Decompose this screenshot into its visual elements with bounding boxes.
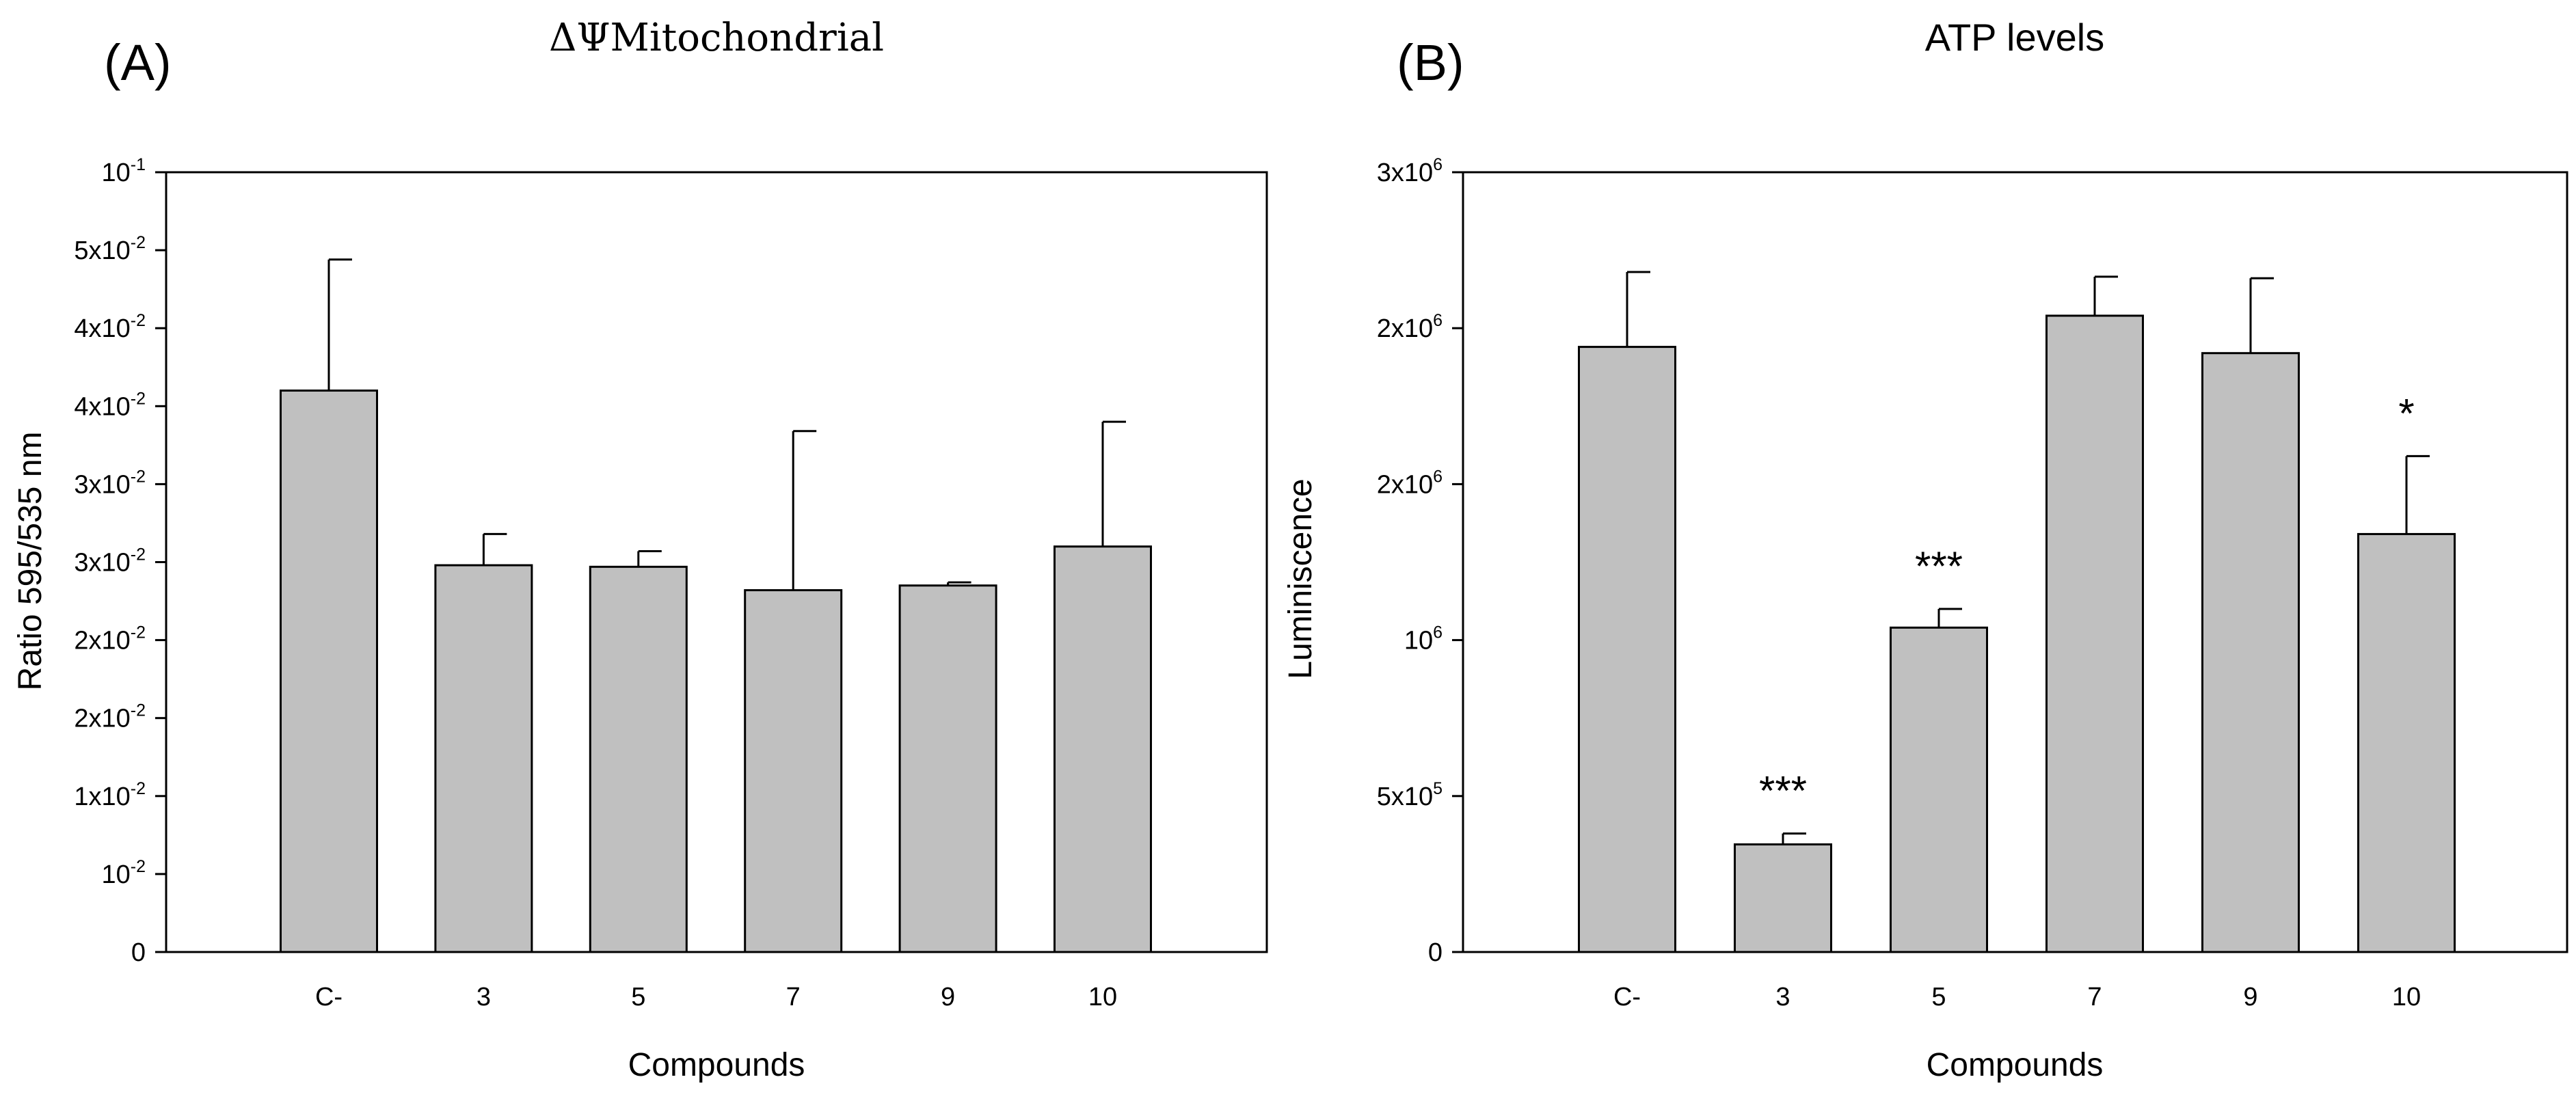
panel-b-significance-marker: * [2398,390,2414,436]
panel-a-title: ΔΨMitochondrial [549,16,884,60]
panel-b-x-tick-label: 10 [2392,983,2421,1011]
panel-a-y-tick-label: 10-2 [101,857,146,889]
panel-a-y-tick-label: 4x10-2 [74,311,146,343]
panel-a-x-tick-label: 3 [477,983,491,1011]
panel-a-bar [898,584,997,953]
panel-a-y-tick-label: 2x10-2 [74,701,146,733]
panel-a-y-tick-label: 3x10-2 [74,545,146,577]
panel-b-x-tick-label: 9 [2243,983,2257,1011]
panel-a: (A) ΔΨMitochondrial Compounds Ratio 595/… [12,16,1268,1083]
panel-b-plot-area: 0 5x105 106 2x106 2x106 3x106 C- 3 *** 5 *** 7 9 10 * [1377,155,2568,1011]
panel-a-y-tick-label: 3x10-2 [74,467,146,499]
panel-a-label: (A) [104,34,172,91]
panel-b-x-tick-label: C- [1613,983,1641,1011]
panel-a-y-tick-label: 4x10-2 [74,389,146,421]
panel-b-x-tick-label: 7 [2087,983,2102,1011]
panel-b-plot-frame [1462,171,2568,953]
panel-b-significance-marker: *** [1915,543,1963,589]
panel-b-x-tick-label: 5 [1931,983,1946,1011]
panel-a-y-tick-label: 5x10-2 [74,233,146,265]
panel-b-x-tick-label: 3 [1775,983,1790,1011]
panel-b-y-tick-label: 2x106 [1377,311,1443,343]
panel-a-bar [589,565,688,953]
panel-b-y-tick-label: 5x105 [1377,779,1443,811]
panel-b-title: ATP levels [1925,16,2104,59]
panel-a-bar [744,589,843,953]
panel-a-x-tick-label: 5 [631,983,645,1011]
panel-b-y-tick-label: 2x106 [1377,467,1443,499]
panel-b-y-axis-title: Luminiscence [1283,478,1319,679]
panel-a-y-tick-label: 0 [131,938,146,967]
panel-a-bar [434,564,533,953]
panel-a-y-axis-title: Ratio 595/535 nm [12,432,49,691]
panel-b-y-tick-label: 0 [1428,938,1443,967]
panel-a-x-axis-title: Compounds [628,1047,805,1083]
panel-b-x-axis-title: Compounds [1927,1047,2104,1083]
panel-a-y-tick-label: 1x10-2 [74,779,146,811]
panel-a-x-tick-label: 10 [1088,983,1117,1011]
panel-a-x-tick-label: 7 [786,983,801,1011]
panel-b-y-tick-label: 106 [1404,623,1443,655]
panel-b-bar [1578,346,1676,953]
panel-b-bar [1734,843,1832,953]
panel-b-significance-marker: *** [1759,768,1807,814]
panel-b-bar [2045,314,2144,953]
panel-a-x-tick-label: 9 [941,983,955,1011]
panel-b: (B) ATP levels Compounds Luminiscence 0 5… [1283,16,2568,1083]
panel-a-bar [1054,545,1152,953]
panel-a-bar [280,389,378,953]
panel-a-y-tick-label: 10-1 [101,155,146,187]
panel-b-y-tick-label: 3x106 [1377,155,1443,187]
panel-b-label: (B) [1397,34,1464,91]
panel-b-bar [2357,532,2456,953]
panel-b-bar [1890,626,1988,953]
panel-a-y-tick-label: 2x10-2 [74,623,146,655]
panel-b-bar [2201,352,2300,953]
panel-a-x-tick-label: C- [315,983,343,1011]
panel-a-plot-area: 0 10-2 1x10-2 2x10-2 2x10-2 3x10-2 3x10-2 4x10-… [74,155,1268,1011]
